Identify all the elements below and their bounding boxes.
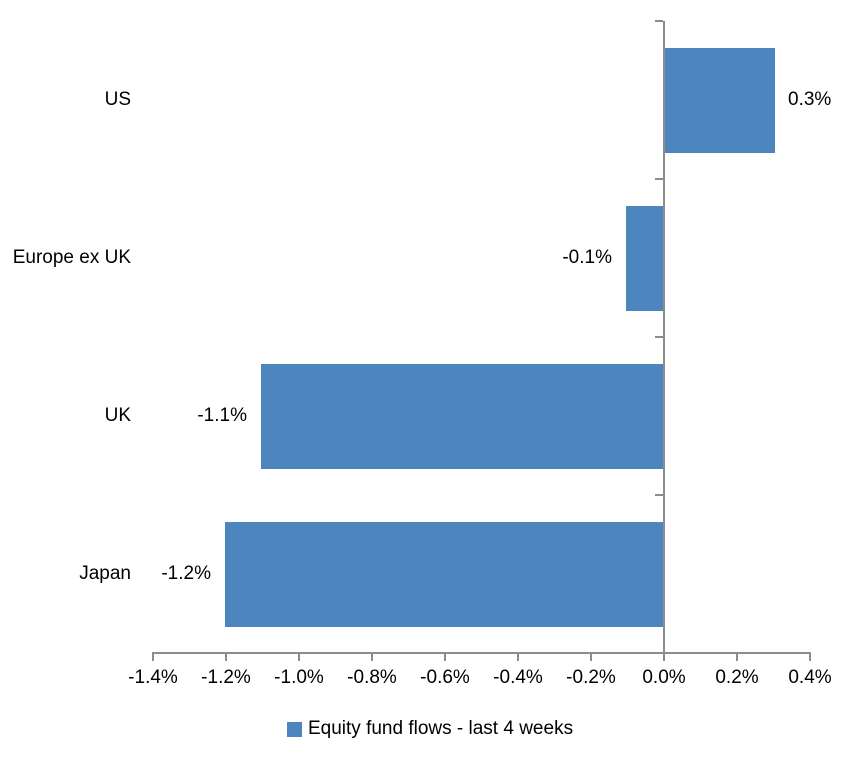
chart-legend: Equity fund flows - last 4 weeks (287, 718, 573, 740)
x-axis-tick (809, 652, 811, 661)
value-label: -0.1% (562, 247, 612, 268)
y-axis-tick (654, 20, 663, 22)
category-label: US (104, 89, 131, 110)
y-axis-tick (654, 494, 663, 496)
x-axis-tick (736, 652, 738, 661)
x-axis-tick (444, 652, 446, 661)
x-axis-tick (152, 652, 154, 661)
legend-color-swatch (287, 721, 302, 737)
x-axis-tick-label: 0.0% (642, 667, 686, 688)
x-axis-tick-label: 0.4% (788, 667, 832, 688)
x-axis-tick-label: -0.8% (347, 667, 397, 688)
x-axis-tick (590, 652, 592, 661)
value-label: 0.3% (788, 89, 832, 110)
category-label: UK (104, 405, 131, 426)
x-axis-tick-label: -1.0% (274, 667, 324, 688)
x-axis-line (151, 651, 811, 654)
value-label: -1.2% (161, 563, 211, 584)
x-axis-tick-label: -0.4% (493, 667, 543, 688)
y-axis-tick (654, 178, 663, 180)
bar-uk (261, 364, 663, 469)
category-label: Europe ex UK (12, 247, 131, 268)
legend-label: Equity fund flows - last 4 weeks (308, 718, 574, 739)
x-axis-tick-label: -1.2% (201, 667, 251, 688)
x-axis-tick (225, 652, 227, 661)
bar-japan (225, 522, 663, 627)
x-axis-tick-label: 0.2% (715, 667, 759, 688)
x-axis-tick-label: -1.4% (128, 667, 178, 688)
y-axis-line (662, 21, 665, 654)
bar-europe-ex-uk (626, 206, 663, 311)
x-axis-tick-label: -0.2% (566, 667, 616, 688)
value-label: -1.1% (197, 405, 247, 426)
x-axis-tick (371, 652, 373, 661)
y-axis-tick (654, 336, 663, 338)
x-axis-tick (517, 652, 519, 661)
bar-us (665, 48, 775, 153)
category-label: Japan (79, 563, 131, 584)
x-axis-tick-label: -0.6% (420, 667, 470, 688)
x-axis-tick (663, 652, 665, 661)
x-axis-tick (298, 652, 300, 661)
